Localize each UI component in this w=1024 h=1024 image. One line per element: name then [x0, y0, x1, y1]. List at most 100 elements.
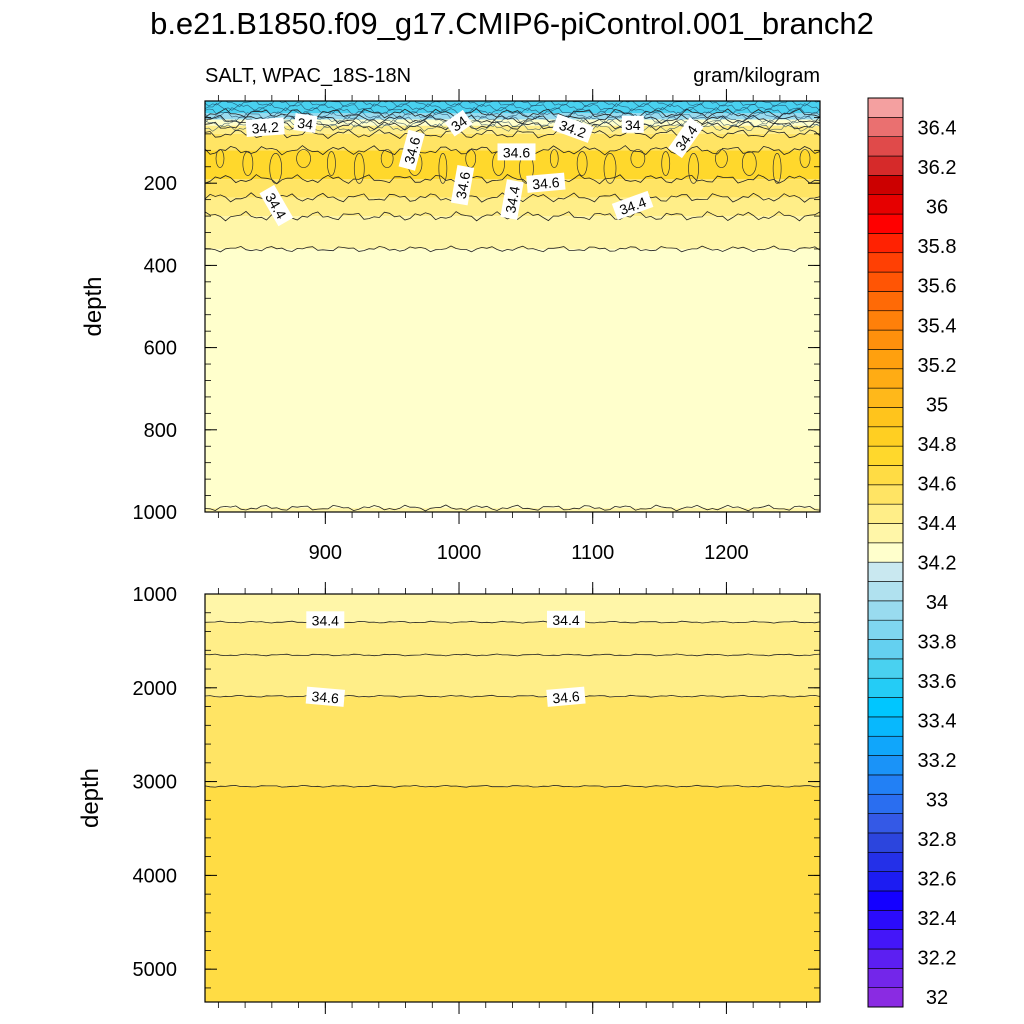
contour-label-text: 34.6 — [503, 144, 530, 160]
contour-line — [549, 149, 559, 168]
contour-line — [205, 110, 820, 120]
colorbar-box — [867, 909, 904, 930]
colorbar-tick-label: 35.2 — [918, 355, 957, 377]
colorbar-box — [867, 503, 904, 524]
colorbar-box — [867, 832, 904, 853]
field-band — [205, 654, 820, 697]
colorbar-tick-label: 35.4 — [918, 315, 957, 337]
colorbar-box — [867, 387, 904, 408]
contour-line — [380, 149, 394, 168]
colorbar-box — [867, 561, 904, 582]
colorbar-box — [867, 813, 904, 834]
colorbar-box — [867, 890, 904, 911]
y-tick-label: 800 — [144, 420, 177, 442]
contour-line — [205, 108, 820, 119]
colorbar-box — [867, 639, 904, 660]
colorbar-box — [867, 136, 904, 157]
contour-label: 34.6 — [546, 686, 586, 707]
contour-line — [630, 149, 646, 168]
colorbar-tick-label: 32.4 — [918, 908, 957, 930]
contour-line — [205, 653, 820, 657]
colorbar-tick-label: 35 — [926, 394, 948, 416]
colorbar-box — [867, 426, 904, 447]
colorbar-tick-label: 34.4 — [918, 513, 957, 535]
colorbar-box — [867, 851, 904, 872]
colorbar-tick-label: 33.8 — [918, 631, 957, 653]
contour-label: 34.6 — [497, 143, 536, 161]
field-band — [205, 594, 820, 623]
colorbar-box — [867, 310, 904, 331]
colorbar-box — [867, 368, 904, 389]
y-tick-label: 3000 — [133, 772, 178, 794]
contour-line — [205, 245, 820, 253]
colorbar-tick-label: 32.8 — [918, 829, 957, 851]
colorbar-box — [867, 155, 904, 176]
colorbar-box — [867, 445, 904, 466]
lower-panel: 34.4 34.4 34.6 34.6 1000 2000 3000 4000 5000 dept… — [77, 582, 821, 1014]
colorbar-box — [867, 600, 904, 621]
field-band — [205, 622, 820, 655]
colorbar-box — [867, 407, 904, 428]
y-tick-label: 1000 — [133, 502, 178, 524]
left-string: SALT, WPAC_18S-18N — [205, 65, 411, 87]
colorbar-box — [867, 581, 904, 602]
colorbar-box — [867, 793, 904, 814]
colorbar-tick-label: 33.6 — [918, 671, 957, 693]
colorbar-box — [867, 213, 904, 234]
contour-line — [205, 504, 820, 512]
contour-label-text: 34 — [625, 117, 641, 133]
contour-label: 34.6 — [526, 172, 566, 193]
contour-line — [205, 101, 820, 108]
contour-line — [205, 173, 820, 185]
contour-label: 34.4 — [306, 611, 345, 629]
colorbar-tick-label: 36.4 — [918, 118, 957, 140]
contour-line — [438, 153, 448, 184]
colorbar-box — [867, 252, 904, 273]
field-band — [205, 696, 820, 787]
colorbar-box — [867, 716, 904, 737]
y-axis-label: depth — [80, 276, 107, 336]
colorbar-box — [867, 465, 904, 486]
colorbar-box — [867, 697, 904, 718]
x-tick-label: 1000 — [437, 542, 482, 564]
colorbar-box — [867, 233, 904, 254]
colorbar-tick-label: 36 — [926, 197, 948, 219]
field-band — [205, 248, 820, 508]
colorbar: 32 32.2 32.4 32.6 32.8 33 33.2 33.4 33.6 33.8 34 34… — [867, 97, 957, 1009]
contour-line — [353, 153, 365, 184]
contour-label-text: 34 — [296, 115, 314, 133]
contour-label-text: 34.6 — [401, 135, 424, 166]
y-axis-label: depth — [77, 768, 104, 828]
field-band — [205, 507, 820, 512]
colorbar-box — [867, 948, 904, 969]
colorbar-tick-label: 35.8 — [918, 236, 957, 258]
colorbar-tick-label: 32 — [926, 987, 948, 1009]
contour-label-text: 34.4 — [552, 612, 579, 628]
contour-line — [327, 151, 336, 176]
colorbar-box — [867, 755, 904, 776]
colorbar-box — [867, 175, 904, 196]
contour-label-text: 34.6 — [532, 174, 561, 192]
contour-label-text: 34.6 — [311, 688, 340, 706]
y-tick-label: 4000 — [133, 865, 178, 887]
contour-line — [205, 106, 820, 116]
x-tick-label: 1100 — [571, 542, 614, 564]
colorbar-box — [867, 117, 904, 137]
contour-line — [772, 153, 782, 184]
field-band — [205, 119, 820, 126]
contour-label: 34.6 — [305, 686, 346, 707]
colorbar-tick-label: 34 — [926, 592, 948, 614]
colorbar-box — [867, 523, 904, 544]
colorbar-tick-label: 33 — [926, 790, 948, 812]
colorbar-box — [867, 677, 904, 698]
contour-label-text: 34.6 — [552, 688, 581, 706]
colorbar-box — [867, 929, 904, 950]
y-tick-label: 5000 — [133, 959, 178, 981]
y-tick-label: 400 — [144, 255, 177, 277]
y-tick-label: 1000 — [133, 584, 178, 606]
colorbar-box — [867, 271, 904, 292]
colorbar-box — [867, 774, 904, 795]
colorbar-box — [867, 619, 904, 640]
y-tick-label: 200 — [144, 173, 177, 195]
